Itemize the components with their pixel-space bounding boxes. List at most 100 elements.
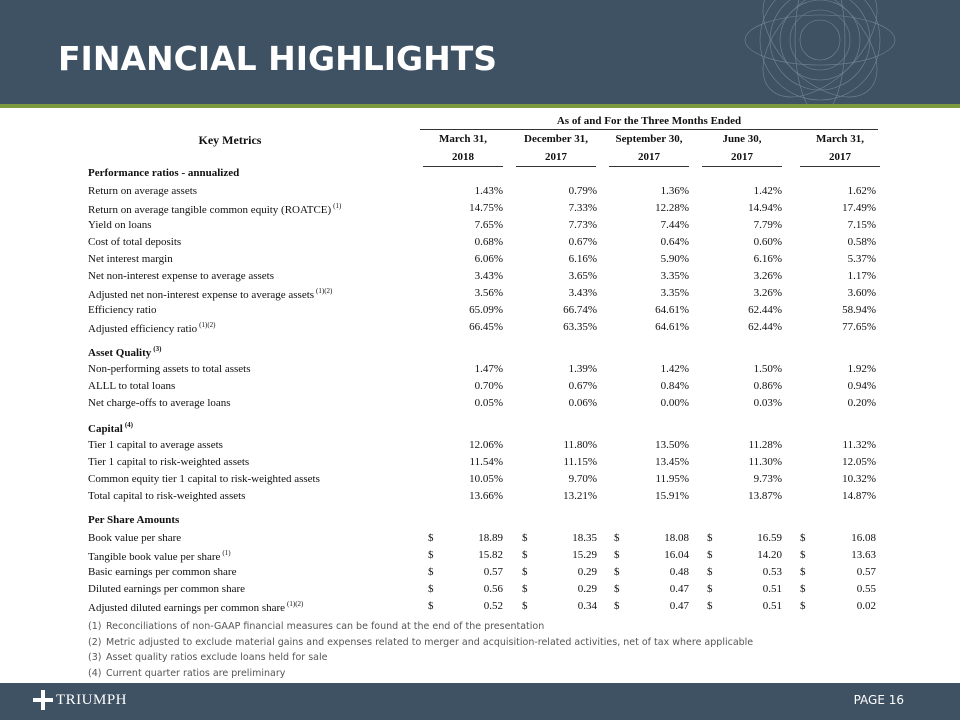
cell-value: 7.15% [847, 219, 876, 231]
footnote-ref: (1)(2) [316, 287, 333, 295]
cell-value: 11.32% [842, 439, 876, 451]
cell-value: 13.21% [563, 490, 597, 502]
currency-symbol: $ [428, 566, 434, 578]
footnote-ref: (1) [333, 202, 342, 210]
row-label: Non-performing assets to total assets [88, 363, 251, 375]
cell-value: 64.61% [655, 304, 689, 316]
cell-value: 16.04 [664, 549, 689, 561]
cell-value: 1.47% [474, 363, 503, 375]
currency-symbol: $ [428, 549, 434, 561]
row-label: Basic earnings per common share [88, 566, 237, 578]
column-header: March 31, [438, 133, 488, 145]
section-title: Capital (4) [88, 421, 134, 435]
cell-value: 3.60% [847, 287, 876, 299]
cell-value: 3.26% [753, 270, 782, 282]
row-label: Yield on loans [88, 219, 152, 231]
currency-symbol: $ [614, 532, 620, 544]
cell-value: 0.68% [474, 236, 503, 248]
cell-value: 12.06% [469, 439, 503, 451]
footnote-ref: (4) [124, 421, 134, 429]
footnote-ref: (1)(2) [287, 600, 304, 608]
cell-value: 11.30% [748, 456, 782, 468]
currency-symbol: $ [707, 566, 713, 578]
row-label: Adjusted net non-interest expense to ave… [88, 287, 333, 301]
cell-value: 77.65% [842, 321, 876, 333]
cell-value: 66.45% [469, 321, 503, 333]
cell-value: 0.02 [856, 600, 876, 612]
cell-value: 11.80% [563, 439, 597, 451]
cell-value: 3.65% [568, 270, 597, 282]
column-header: 2017 [545, 151, 567, 163]
cell-value: 0.47 [669, 600, 689, 612]
row-label: Book value per share [88, 532, 182, 544]
cell-value: 65.09% [469, 304, 503, 316]
cell-value: 58.94% [842, 304, 876, 316]
column-header: June 30, [722, 133, 762, 145]
cell-value: 0.70% [474, 380, 503, 392]
currency-symbol: $ [428, 600, 434, 612]
column-header: 2018 [452, 151, 474, 163]
cell-value: 1.50% [753, 363, 782, 375]
currency-symbol: $ [707, 532, 713, 544]
cell-value: 7.33% [568, 202, 597, 214]
cell-value: 0.67% [568, 380, 597, 392]
currency-symbol: $ [522, 583, 528, 595]
cell-value: 63.35% [563, 321, 597, 333]
row-label: Cost of total deposits [88, 236, 182, 248]
cell-value: 1.62% [847, 185, 876, 197]
cell-value: 0.57 [856, 566, 876, 578]
cell-value: 66.74% [563, 304, 597, 316]
rule [420, 129, 878, 130]
cell-value: 0.20% [847, 397, 876, 409]
cell-value: 13.66% [469, 490, 503, 502]
cell-value: 0.84% [660, 380, 689, 392]
cell-value: 0.55 [856, 583, 876, 595]
footnote-text: Asset quality ratios exclude loans held … [106, 652, 328, 663]
currency-symbol: $ [614, 600, 620, 612]
cell-value: 7.65% [474, 219, 503, 231]
row-label: Return on average assets [88, 185, 198, 197]
cell-value: 0.94% [847, 380, 876, 392]
cell-value: 0.52 [483, 600, 503, 612]
row-label: Adjusted diluted earnings per common sha… [88, 600, 304, 614]
cell-value: 0.67% [568, 236, 597, 248]
cell-value: 13.50% [655, 439, 689, 451]
cell-value: 14.94% [748, 202, 782, 214]
currency-symbol: $ [614, 566, 620, 578]
currency-symbol: $ [800, 549, 806, 561]
key-header: Key Metrics [198, 133, 262, 147]
cell-value: 13.63 [851, 549, 876, 561]
currency-symbol: $ [428, 583, 434, 595]
cell-value: 14.75% [469, 202, 503, 214]
cell-value: 18.08 [664, 532, 689, 544]
currency-symbol: $ [614, 549, 620, 561]
column-header: 2017 [638, 151, 660, 163]
currency-symbol: $ [800, 532, 806, 544]
cell-value: 16.59 [757, 532, 782, 544]
currency-symbol: $ [614, 583, 620, 595]
currency-symbol: $ [428, 532, 434, 544]
cell-value: 13.45% [655, 456, 689, 468]
row-label: Net interest margin [88, 253, 173, 265]
cell-value: 0.29 [577, 583, 597, 595]
accent-line [0, 104, 960, 108]
cell-value: 15.29 [572, 549, 597, 561]
cell-value: 15.91% [655, 490, 689, 502]
page-number: PAGE 16 [853, 693, 904, 707]
cell-value: 7.44% [660, 219, 689, 231]
column-header: March 31, [815, 133, 865, 145]
section-title: Performance ratios - annualized [88, 167, 240, 179]
footnote-text: Current quarter ratios are preliminary [106, 667, 286, 679]
cell-value: 9.70% [568, 473, 597, 485]
cell-value: 0.58% [847, 236, 876, 248]
cell-value: 0.47 [669, 583, 689, 595]
cell-value: 18.89 [478, 532, 503, 544]
column-header: December 31, [524, 133, 588, 145]
cell-value: 3.56% [474, 287, 503, 299]
group-header: As of and For the Three Months Ended [556, 115, 742, 127]
cell-value: 0.57 [483, 566, 503, 578]
brand-name: TRIUMPH [56, 692, 128, 708]
page-title: FINANCIAL HIGHLIGHTS [58, 39, 498, 78]
footnote-text: Reconciliations of non-GAAP financial me… [106, 621, 545, 632]
cell-value: 6.16% [753, 253, 782, 265]
